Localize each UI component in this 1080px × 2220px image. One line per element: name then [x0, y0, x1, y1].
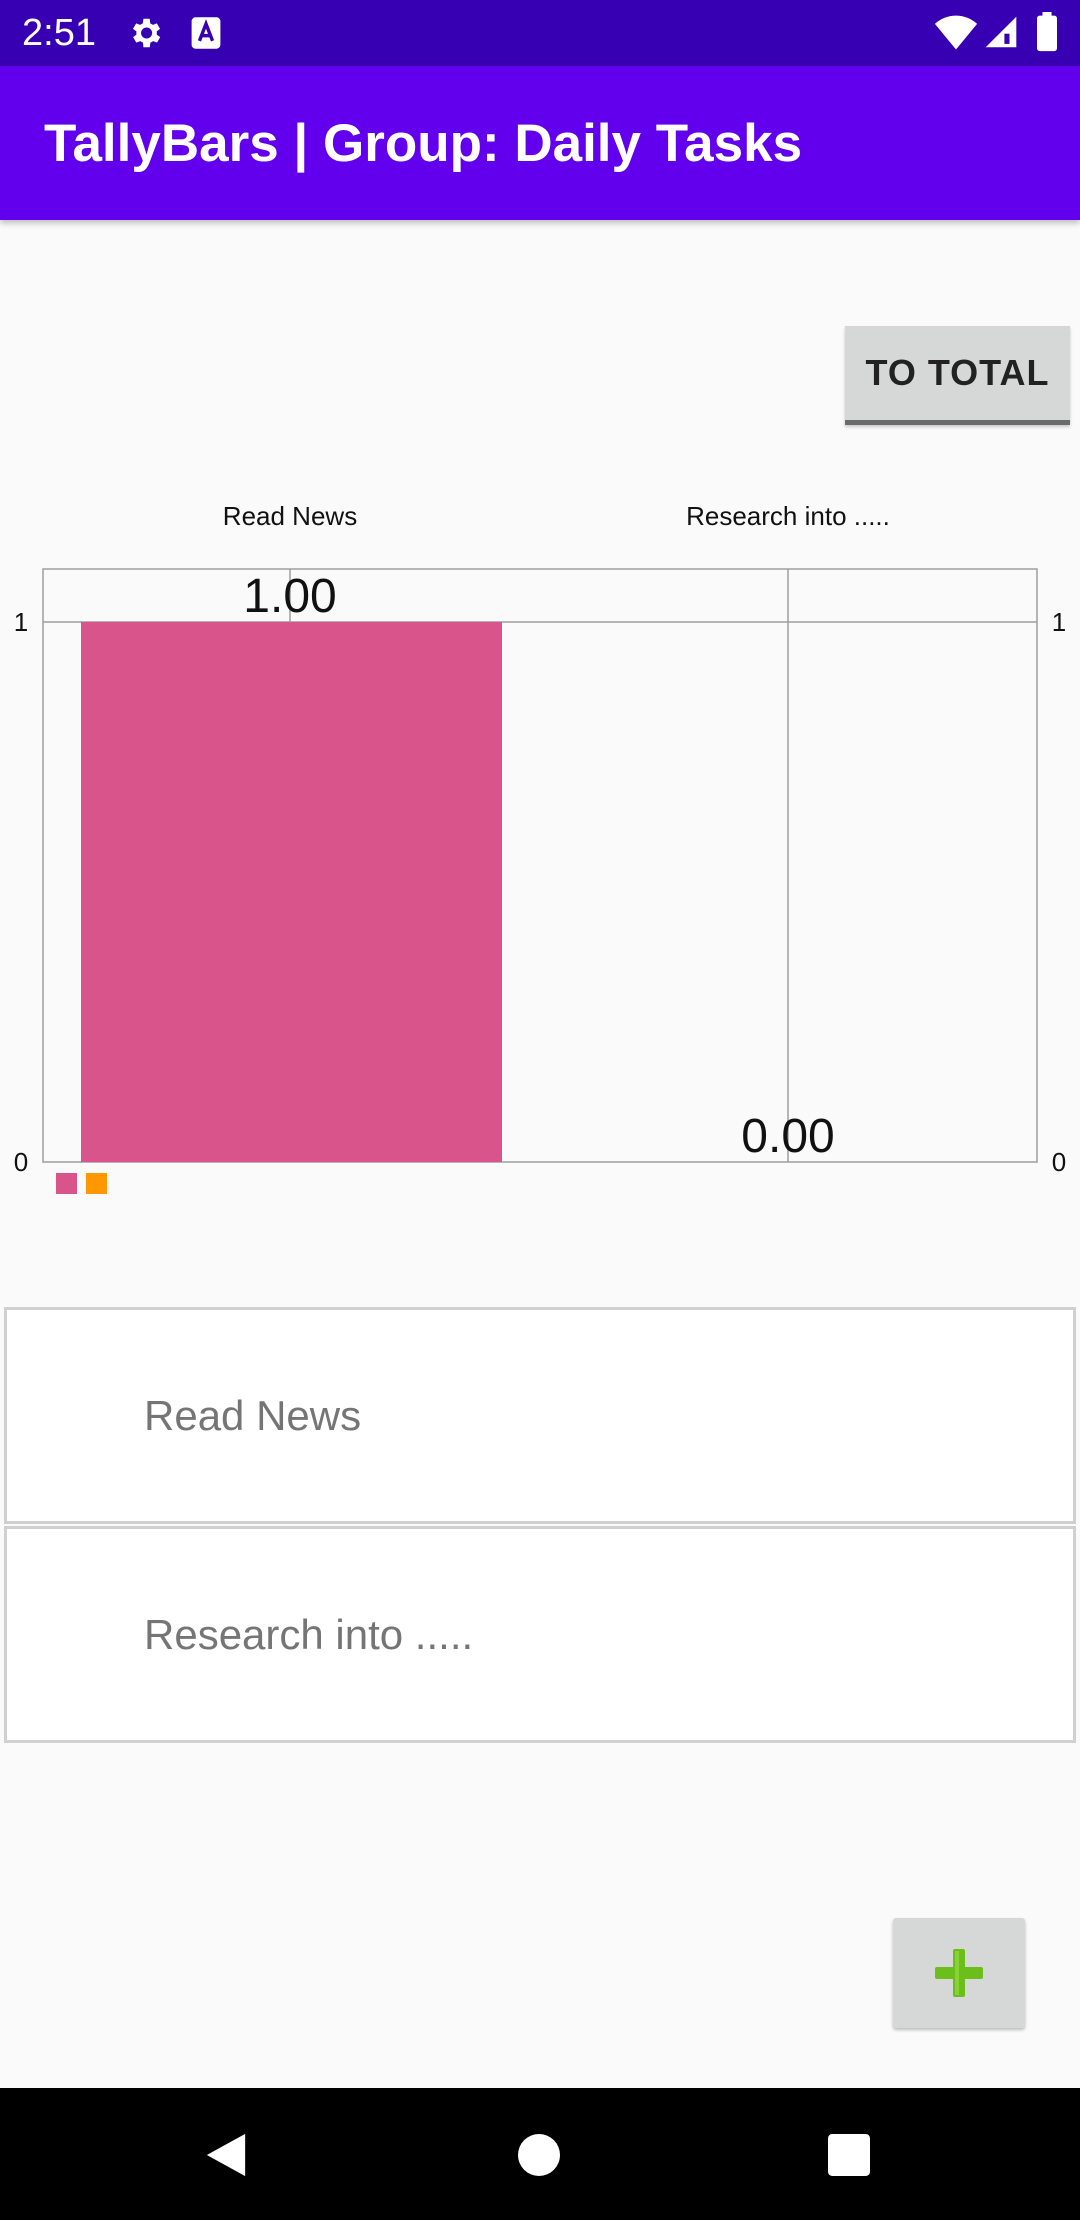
signal-icon [984, 14, 1018, 50]
data-label: 0.00 [741, 1110, 834, 1163]
battery-icon [1036, 12, 1058, 52]
data-label: 1.00 [243, 570, 336, 623]
wifi-icon [934, 14, 978, 52]
bar-chart-svg: 1.00 0.00 Read News Research into ..... 0 1 0 1 [0, 480, 1080, 1220]
y-tick-label-left: 1 [14, 607, 28, 637]
plus-icon [933, 1947, 985, 1999]
legend-swatch [56, 1173, 77, 1194]
app-bar: TallyBars | Group: Daily Tasks [0, 66, 1080, 220]
category-label: Research into ..... [686, 501, 890, 531]
category-label: Read News [223, 501, 357, 531]
font-a-icon [190, 16, 222, 50]
y-tick-label-right: 0 [1052, 1147, 1066, 1177]
to-total-button[interactable]: TO TOTAL [845, 326, 1070, 425]
back-icon[interactable] [204, 2132, 248, 2178]
gear-icon [126, 14, 164, 52]
legend-swatch [86, 1173, 107, 1194]
nav-bar [0, 2088, 1080, 2220]
add-button[interactable] [893, 1918, 1025, 2028]
list-item[interactable]: Research into ..... [4, 1526, 1076, 1743]
status-time: 2:51 [22, 10, 96, 56]
list-item-label: Research into ..... [144, 1609, 473, 1661]
bar [81, 622, 502, 1162]
y-tick-label-right: 1 [1052, 607, 1066, 637]
recents-icon[interactable] [828, 2134, 870, 2176]
bar-chart: 1.00 0.00 Read News Research into ..... 0 1 0 1 [0, 480, 1080, 1220]
status-bar: 2:51 [0, 0, 1080, 66]
list-item[interactable]: Read News [4, 1307, 1076, 1524]
list-item-label: Read News [144, 1390, 361, 1442]
page-title: TallyBars | Group: Daily Tasks [44, 112, 802, 176]
home-icon[interactable] [518, 2134, 560, 2176]
y-tick-label-left: 0 [14, 1147, 28, 1177]
